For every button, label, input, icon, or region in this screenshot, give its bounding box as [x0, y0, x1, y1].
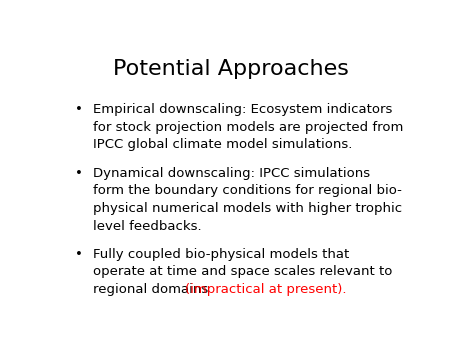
- Text: Fully coupled bio-physical models that: Fully coupled bio-physical models that: [93, 248, 349, 261]
- Text: operate at time and space scales relevant to: operate at time and space scales relevan…: [93, 265, 392, 279]
- Text: physical numerical models with higher trophic: physical numerical models with higher tr…: [93, 202, 402, 215]
- Text: level feedbacks.: level feedbacks.: [93, 220, 202, 233]
- Text: (impractical at present).: (impractical at present).: [185, 283, 347, 296]
- Text: form the boundary conditions for regional bio-: form the boundary conditions for regiona…: [93, 184, 402, 197]
- Text: •: •: [76, 248, 83, 261]
- Text: Potential Approaches: Potential Approaches: [112, 59, 349, 79]
- Text: Dynamical downscaling: IPCC simulations: Dynamical downscaling: IPCC simulations: [93, 167, 370, 179]
- Text: IPCC global climate model simulations.: IPCC global climate model simulations.: [93, 139, 352, 151]
- Text: •: •: [76, 167, 83, 179]
- Text: Empirical downscaling: Ecosystem indicators: Empirical downscaling: Ecosystem indicat…: [93, 103, 392, 116]
- Text: regional domains: regional domains: [93, 283, 212, 296]
- Text: •: •: [76, 103, 83, 116]
- Text: for stock projection models are projected from: for stock projection models are projecte…: [93, 121, 403, 134]
